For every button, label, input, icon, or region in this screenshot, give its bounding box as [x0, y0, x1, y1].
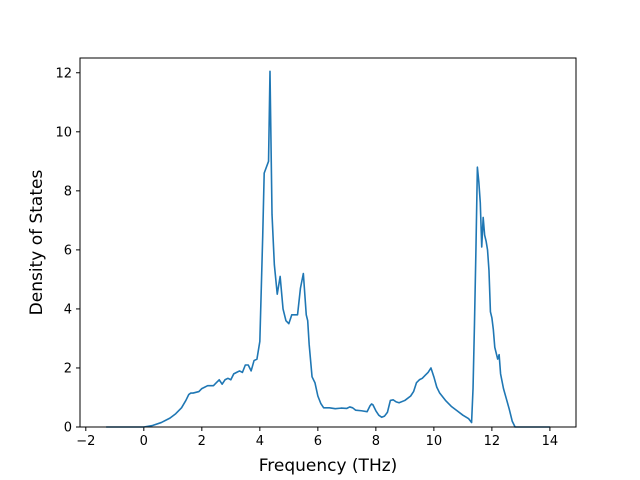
y-tick-label: 2	[64, 361, 72, 376]
y-tick-label: 4	[64, 302, 72, 317]
x-tick-label: 4	[256, 434, 264, 449]
x-tick-label: 8	[372, 434, 380, 449]
x-tick-label: 12	[484, 434, 501, 449]
y-tick-label: 8	[64, 184, 72, 199]
x-tick-label: 10	[426, 434, 443, 449]
y-tick-label: 0	[64, 421, 72, 436]
x-tick-label: 6	[314, 434, 322, 449]
x-tick-label: 2	[198, 434, 206, 449]
x-tick-label: 0	[140, 434, 148, 449]
y-tick-label: 12	[55, 66, 72, 81]
x-axis-label: Frequency (THz)	[259, 456, 398, 476]
plot-frame	[79, 57, 577, 428]
x-tick-label: −2	[76, 434, 95, 449]
y-tick-label: 6	[64, 243, 72, 258]
ticks-layer: −2 0 2 4 6 8 10 12 14 0 2 4 6 8 10 12	[55, 66, 558, 449]
y-tick-label: 10	[55, 125, 72, 140]
x-tick-label: 14	[542, 434, 559, 449]
dos-series-line	[106, 70, 550, 428]
y-axis-label: Density of States	[27, 170, 47, 316]
line-layer	[106, 70, 550, 428]
